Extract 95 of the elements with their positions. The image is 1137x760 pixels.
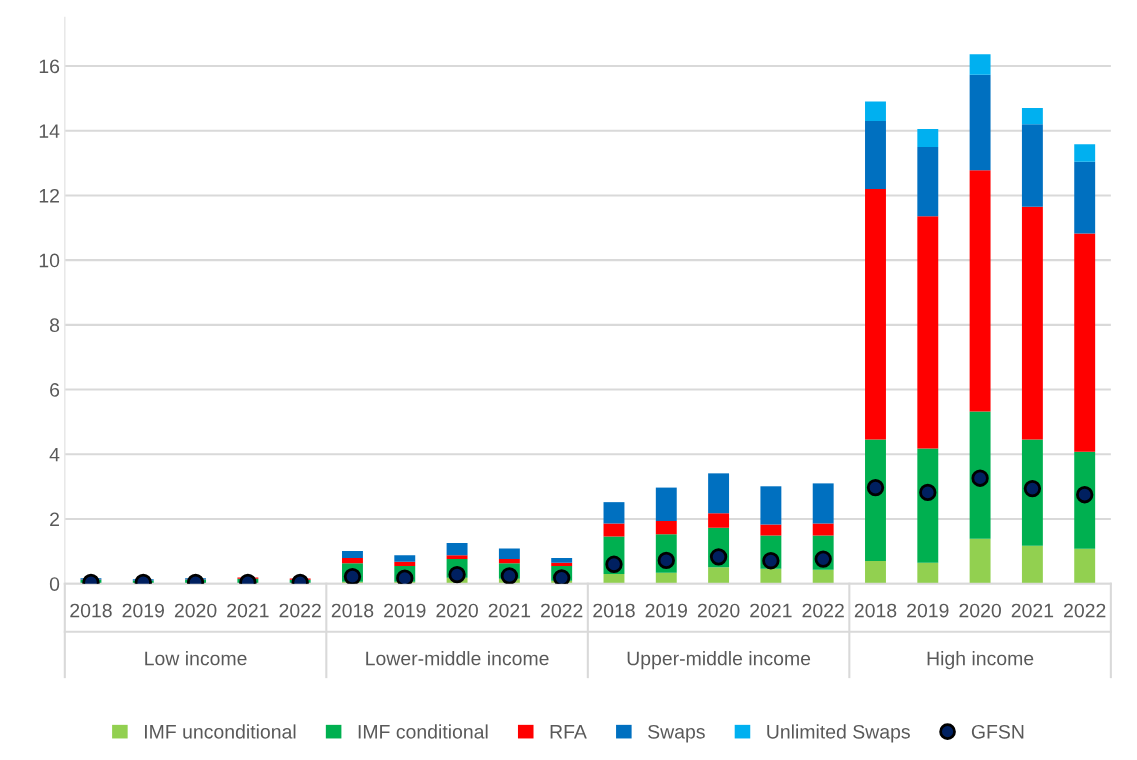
bar [917,216,939,449]
bar [1021,124,1043,207]
bar [551,558,573,563]
bar [394,555,416,562]
bar [1021,108,1043,125]
point [1023,479,1042,498]
y-tick-label: 14 [39,124,60,138]
bar [917,448,939,563]
point [1076,486,1094,504]
y-tick-label: 6 [50,383,60,397]
legend-label: RFA [550,725,587,739]
x-tick-label: 2020 [174,603,217,618]
bar [342,558,363,564]
bar [1021,206,1043,440]
bar [708,473,730,514]
x-tick-label: 2018 [331,603,374,618]
bar [760,486,782,525]
point [396,569,414,584]
x-tick-label: 2019 [907,603,949,618]
bar [655,572,677,584]
bar [1021,545,1043,584]
x-tick-label: 2021 [227,603,269,618]
x-tick-label: 2020 [436,603,478,618]
bar [969,54,991,75]
bar [917,562,939,584]
bar [812,483,834,524]
bar [865,121,886,189]
bar [865,439,886,562]
text: Lower-middle income [366,651,549,666]
bar [865,101,886,122]
y-tick-label: 4 [49,447,60,462]
bar [760,524,782,536]
bar [969,538,991,584]
bar [394,561,416,566]
legend-label: Swaps [648,724,705,743]
text: Low income [145,651,247,666]
point [448,565,466,584]
y-tick-label: 16 [39,59,60,74]
bar [446,542,468,556]
y-tick-label: 10 [39,253,60,268]
point [343,567,362,584]
x-tick-label: 2021 [750,603,792,618]
y-tick-label: 0 [49,577,60,591]
x-tick-label: 2022 [541,603,583,618]
bar [917,129,939,147]
bar [1074,548,1096,584]
bar [603,502,625,524]
bar [498,559,520,564]
x-tick-label: 2022 [279,603,321,618]
x-tick-label: 2021 [488,603,531,618]
bar [498,548,520,560]
bar [760,568,782,584]
x-tick-label: 2021 [1011,603,1054,618]
y-tick-label: 2 [50,512,59,527]
bar [1074,144,1096,162]
point [866,478,885,497]
x-tick-label: 2018 [70,603,112,618]
bar [969,411,991,539]
x-tick-label: 2018 [854,603,897,618]
bar [1074,233,1096,452]
bar [812,523,834,536]
y-tick-label: 12 [39,188,59,203]
bar [969,170,991,412]
point [500,567,519,584]
point [971,469,989,487]
bar [865,188,886,440]
legend-label: IMF conditional [358,724,488,739]
legend-label: IMF unconditional [145,724,296,739]
bar [708,513,730,528]
bar [1074,161,1096,234]
x-tick-label: 2019 [645,603,687,618]
bar [342,551,363,559]
bar [655,487,677,521]
bar [708,567,730,584]
bar [865,561,886,584]
bar [969,74,991,171]
text: High income [927,651,1034,670]
bar [655,520,677,535]
y-tick-label: 8 [49,318,60,333]
legend-label: Unlimited Swaps [767,724,910,743]
point [553,569,571,584]
bar [812,569,834,584]
legend-label: GFSN [971,724,1024,739]
bar [917,146,939,217]
x-tick-label: 2020 [959,603,1001,618]
bar [551,562,573,566]
text: Upper-middle income [627,651,811,670]
x-tick-label: 2019 [384,603,426,618]
x-tick-label: 2020 [697,603,740,618]
x-tick-label: 2018 [593,603,635,618]
bar [446,555,468,560]
x-tick-label: 2019 [122,603,164,618]
x-tick-label: 2022 [802,603,844,618]
point [919,483,937,502]
x-tick-label: 2022 [1064,603,1106,618]
